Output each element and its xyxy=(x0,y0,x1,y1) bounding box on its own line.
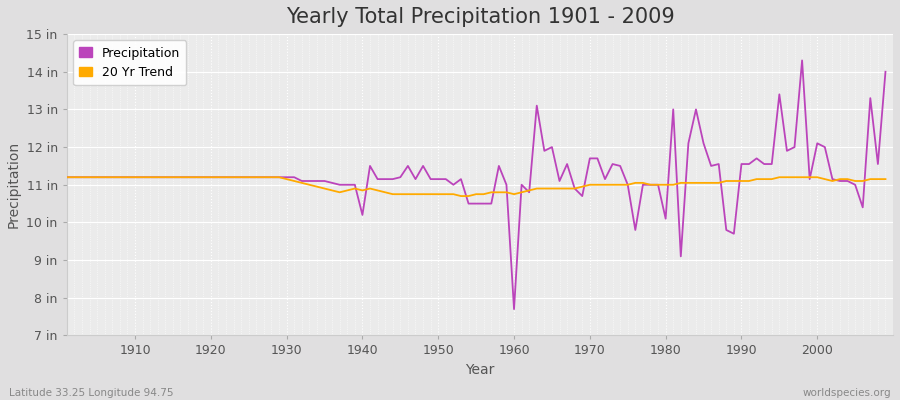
Text: Latitude 33.25 Longitude 94.75: Latitude 33.25 Longitude 94.75 xyxy=(9,388,174,398)
Precipitation xyxy=(880,69,891,74)
Line: Precipitation: Precipitation xyxy=(67,60,886,309)
20 Yr Trend xyxy=(880,177,891,182)
Precipitation xyxy=(796,58,807,63)
20 Yr Trend xyxy=(61,175,72,180)
20 Yr Trend xyxy=(122,175,133,180)
20 Yr Trend xyxy=(455,194,466,198)
Legend: Precipitation, 20 Yr Trend: Precipitation, 20 Yr Trend xyxy=(73,40,186,85)
20 Yr Trend xyxy=(334,190,345,195)
Precipitation xyxy=(501,182,512,187)
Y-axis label: Precipitation: Precipitation xyxy=(7,141,21,228)
Precipitation xyxy=(61,175,72,180)
Precipitation xyxy=(517,182,527,187)
20 Yr Trend xyxy=(508,192,519,196)
Precipitation xyxy=(122,175,133,180)
20 Yr Trend xyxy=(608,182,618,187)
Precipitation xyxy=(608,162,618,166)
Precipitation xyxy=(508,307,519,312)
Title: Yearly Total Precipitation 1901 - 2009: Yearly Total Precipitation 1901 - 2009 xyxy=(285,7,674,27)
20 Yr Trend xyxy=(517,190,527,195)
Text: worldspecies.org: worldspecies.org xyxy=(803,388,891,398)
Precipitation xyxy=(289,175,300,180)
X-axis label: Year: Year xyxy=(465,363,495,377)
Precipitation xyxy=(334,182,345,187)
Line: 20 Yr Trend: 20 Yr Trend xyxy=(67,177,886,196)
20 Yr Trend xyxy=(289,178,300,183)
